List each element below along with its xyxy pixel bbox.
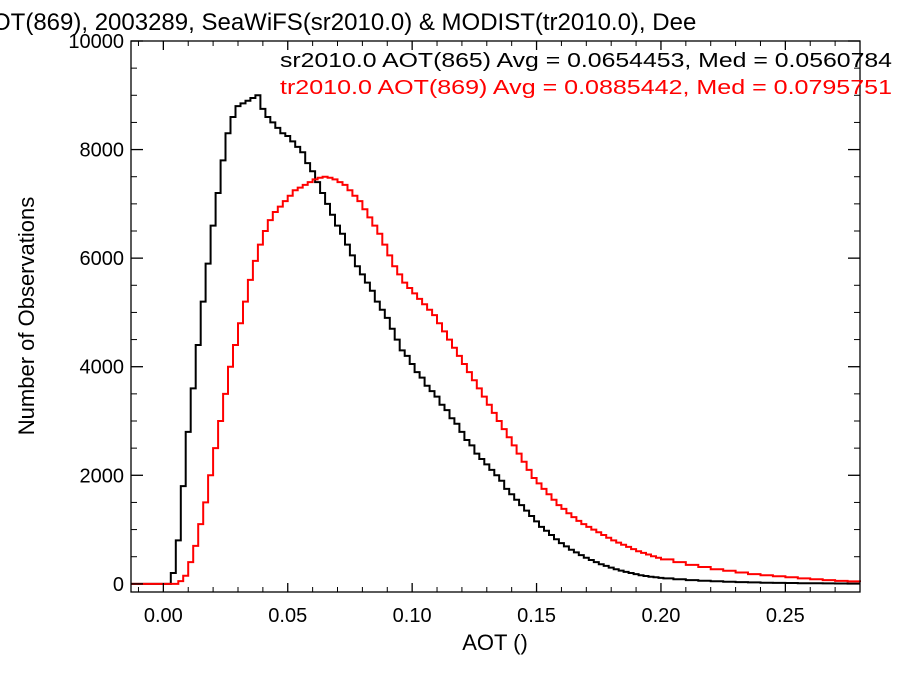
legend: sr2010.0 AOT(865) Avg = 0.0654453, Med =…	[280, 50, 892, 99]
plot-frame	[130, 40, 861, 593]
chart-title: OT(869), 2003289, SeaWiFS(sr2010.0) & MO…	[0, 9, 696, 36]
x-axis-ticks: 0.00 0.05 0.10 0.15 0.20 0.25	[137, 41, 861, 627]
y-tick-label-0: 0	[113, 574, 124, 596]
y-tick-label-5: 10000	[68, 31, 124, 53]
x-tick-label-2: 0.10	[393, 605, 432, 627]
x-tick-label-4: 0.20	[641, 605, 680, 627]
series-layer	[131, 94, 861, 585]
x-tick-label-5: 0.25	[766, 605, 805, 627]
y-tick-label-4: 8000	[80, 140, 125, 162]
series-line-1	[131, 175, 861, 585]
series-line-0	[131, 94, 860, 585]
x-tick-label-0: 0.00	[144, 605, 183, 627]
y-axis-ticks: 0 2000 4000 6000 8000 10000	[68, 31, 860, 596]
x-tick-label-1: 0.05	[268, 605, 307, 627]
x-tick-label-3: 0.15	[517, 605, 556, 627]
y-tick-label-2: 4000	[80, 357, 125, 379]
legend-entry-0: sr2010.0 AOT(865) Avg = 0.0654453, Med =…	[280, 50, 892, 72]
y-tick-label-1: 2000	[80, 465, 125, 487]
y-tick-label-3: 6000	[80, 248, 125, 270]
legend-entry-1: tr2010.0 AOT(869) Avg = 0.0885442, Med =…	[280, 77, 892, 99]
y-axis-label: Number of Observations	[14, 197, 39, 435]
x-axis-label: AOT ()	[462, 630, 528, 655]
